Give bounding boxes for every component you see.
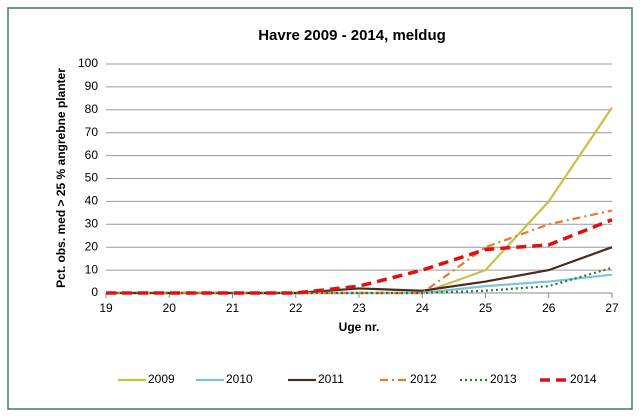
y-tick-label: 90 bbox=[85, 79, 99, 93]
legend-label: 2014 bbox=[570, 372, 597, 386]
x-tick-label: 22 bbox=[289, 301, 303, 315]
y-tick-label: 50 bbox=[85, 171, 99, 185]
legend-label: 2011 bbox=[318, 372, 344, 386]
y-tick-label: 20 bbox=[85, 239, 99, 253]
chart-title: Havre 2009 - 2014, meldug bbox=[258, 27, 446, 44]
y-tick-label: 30 bbox=[85, 216, 99, 230]
x-tick-label: 21 bbox=[226, 301, 240, 315]
y-tick-label: 0 bbox=[91, 285, 98, 299]
y-tick-label: 80 bbox=[85, 102, 99, 116]
y-tick-label: 70 bbox=[85, 125, 99, 139]
chart-frame bbox=[7, 7, 633, 410]
x-tick-label: 19 bbox=[99, 301, 113, 315]
x-tick-label: 27 bbox=[605, 301, 619, 315]
y-tick-label: 40 bbox=[85, 194, 99, 208]
x-tick-label: 24 bbox=[416, 301, 430, 315]
legend-label: 2013 bbox=[490, 372, 517, 386]
legend-label: 2010 bbox=[226, 372, 253, 386]
legend-label: 2009 bbox=[148, 372, 175, 386]
x-tick-label: 26 bbox=[542, 301, 556, 315]
legend-label: 2012 bbox=[410, 372, 437, 386]
y-tick-label: 60 bbox=[85, 148, 99, 162]
x-axis-label: Uge nr. bbox=[339, 320, 380, 334]
series-line bbox=[106, 266, 613, 295]
x-tick-label: 25 bbox=[479, 301, 493, 315]
x-tick-label: 23 bbox=[352, 301, 366, 315]
y-axis-label: Pct. obs. med > 25 % angrebne planter bbox=[54, 68, 68, 288]
y-tick-label: 10 bbox=[85, 262, 99, 276]
x-tick-label: 20 bbox=[163, 301, 177, 315]
series-line bbox=[106, 218, 613, 295]
y-tick-label: 100 bbox=[78, 56, 98, 70]
